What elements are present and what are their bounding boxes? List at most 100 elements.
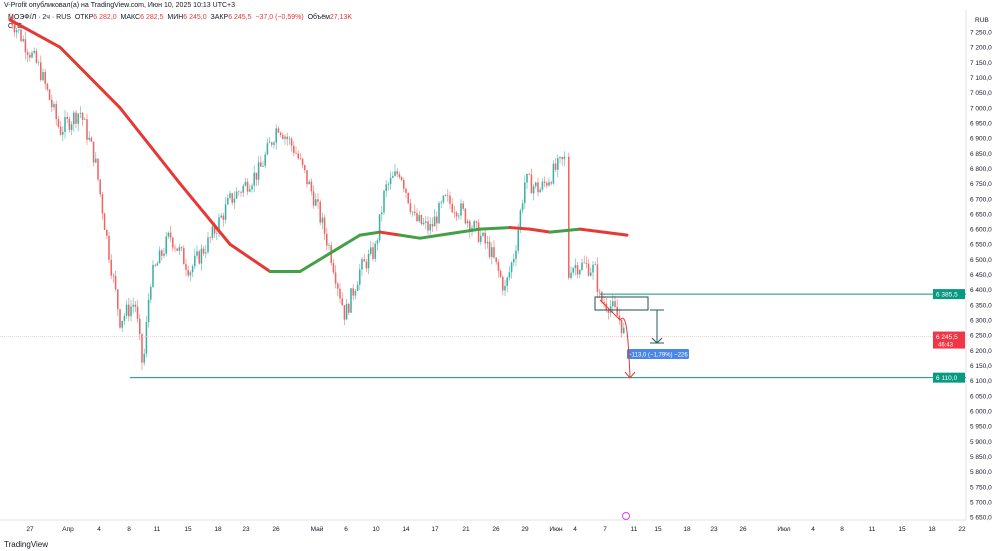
candle-body	[477, 222, 480, 243]
y-tick-label: 6 250,0	[970, 333, 992, 340]
candle-body	[537, 182, 539, 193]
tradingview-logo[interactable]: TradingView	[4, 540, 48, 549]
candle-body	[433, 216, 436, 227]
moving-average-segment	[378, 230, 402, 237]
x-tick-label: 15	[898, 526, 906, 533]
candle-body	[526, 173, 528, 183]
candle-body	[163, 253, 165, 256]
forecast-arrow	[599, 299, 631, 378]
candle-body	[273, 142, 275, 145]
candle-body	[363, 259, 365, 262]
candle-body	[407, 192, 409, 204]
candle-body	[271, 142, 273, 145]
level-price-badge	[933, 289, 965, 300]
candle-body	[235, 191, 238, 199]
candle-body	[22, 39, 24, 42]
candle-body	[460, 203, 462, 216]
x-tick-label: Май	[311, 525, 324, 533]
candle-body	[585, 262, 588, 264]
candle-body	[62, 131, 64, 135]
candle-body	[543, 181, 546, 183]
candle-body	[548, 182, 550, 186]
candle-body	[466, 221, 469, 224]
candle-body	[240, 192, 242, 193]
x-tick-label: 21	[462, 526, 470, 533]
candle-body	[587, 263, 590, 276]
candle-body	[304, 165, 306, 171]
candle-body	[227, 197, 229, 205]
candle-body	[528, 173, 530, 175]
candle-body	[108, 235, 110, 260]
candle-body	[101, 194, 104, 214]
candle-body	[288, 138, 291, 140]
candle-body	[603, 301, 605, 304]
candle-body	[323, 217, 326, 234]
candle-body	[194, 255, 196, 267]
candle-body	[552, 163, 555, 184]
candle-body	[559, 157, 561, 159]
candle-body	[493, 247, 495, 258]
candle-body	[458, 215, 460, 217]
candle-body	[345, 303, 348, 320]
candle-body	[350, 288, 352, 313]
symbol[interactable]: МОЭФ/Л · 2ч · RUS	[8, 14, 71, 21]
measure-label-bg	[627, 349, 689, 359]
candle-body	[554, 163, 557, 170]
candle-body	[339, 288, 341, 299]
candle-body	[510, 262, 513, 273]
candle-body	[579, 270, 581, 275]
y-tick-label: 7 050,0	[970, 90, 992, 97]
y-tick-label: 6 100,0	[970, 378, 992, 385]
candle-body	[524, 182, 526, 204]
candle-body	[40, 62, 42, 80]
candle-body	[55, 104, 57, 120]
candle-body	[352, 288, 354, 296]
candle-body	[546, 182, 548, 186]
x-tick-label: 14	[402, 526, 410, 533]
level-price-badge	[933, 372, 965, 383]
x-tick-label: 23	[242, 526, 250, 533]
candle-body	[420, 215, 423, 225]
candle-body	[394, 171, 396, 177]
candle-body	[376, 240, 379, 244]
level-price-label: 6 110,0	[936, 375, 958, 382]
moving-average-segment	[8, 18, 62, 49]
y-tick-label: 7 000,0	[970, 105, 992, 112]
candle-body	[447, 195, 449, 196]
candle-body	[202, 248, 205, 254]
change-value: −37,0 (−0,59%)	[255, 14, 304, 21]
y-tick-label: 6 200,0	[970, 348, 992, 355]
candle-body	[411, 211, 414, 213]
candle-body	[612, 301, 614, 307]
candle-body	[207, 237, 209, 253]
candle-body	[275, 128, 277, 143]
candle-body	[84, 119, 86, 120]
candle-body	[183, 248, 185, 265]
y-tick-label: 6 450,0	[970, 272, 992, 279]
forecast-arrowhead	[624, 371, 636, 379]
candle-body	[222, 215, 225, 220]
candle-body	[246, 181, 249, 192]
candle-body	[185, 264, 187, 270]
candle-body	[20, 29, 22, 42]
high-label: МАКС	[120, 14, 141, 21]
candle-body	[251, 185, 253, 190]
candle-body	[99, 179, 101, 195]
candle-body	[517, 229, 519, 251]
x-tick-label: 23	[710, 526, 718, 533]
candle-body	[37, 62, 40, 64]
candle-body	[147, 299, 150, 323]
candle-body	[123, 315, 126, 321]
moving-average-segment	[418, 232, 452, 240]
candle-body	[172, 237, 174, 248]
candle-body	[539, 189, 541, 193]
zone-rectangle	[594, 296, 649, 311]
x-tick-label: 7	[603, 526, 607, 533]
candle-body	[198, 251, 200, 264]
y-tick-label: 6 300,0	[970, 318, 992, 325]
moving-average-segment	[578, 227, 629, 237]
candle-body	[277, 128, 280, 133]
publish-info: V-Profit опубликовал(а) на TradingView.c…	[4, 2, 236, 9]
candle-body	[464, 208, 467, 224]
